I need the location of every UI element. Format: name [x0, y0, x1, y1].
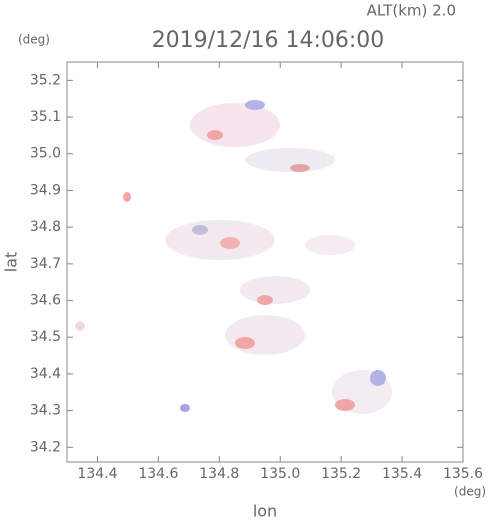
x-tick-label: 134.8	[199, 466, 239, 482]
chart-title: 2019/12/16 14:06:00	[152, 28, 385, 53]
subtitle: ALT(km) 2.0	[367, 2, 456, 20]
x-tick-label: 134.6	[138, 466, 178, 482]
y-tick-label: 35.0	[30, 146, 61, 162]
y-tick-label: 34.3	[30, 403, 61, 419]
x-label: lon	[253, 502, 277, 521]
x-tick-label: 135.4	[382, 466, 422, 482]
x-unit: (deg)	[454, 485, 486, 499]
plot-frame	[66, 61, 464, 463]
y-tick-label: 34.6	[30, 293, 61, 309]
x-tick-label: 135.6	[443, 466, 483, 482]
y-tick-label: 34.8	[30, 219, 61, 235]
y-tick-label: 34.7	[30, 256, 61, 272]
x-tick-label: 135.0	[260, 466, 300, 482]
y-tick-label: 34.4	[30, 366, 61, 382]
x-tick-label: 134.4	[77, 466, 117, 482]
echo-field	[75, 100, 392, 414]
y-unit: (deg)	[18, 33, 50, 47]
y-tick-label: 35.2	[30, 72, 61, 88]
y-label: lat	[2, 252, 21, 273]
y-tick-label: 35.1	[30, 109, 61, 125]
y-tick-label: 34.9	[30, 182, 61, 198]
x-tick-label: 135.2	[321, 466, 361, 482]
y-tick-label: 34.2	[30, 439, 61, 455]
y-tick-label: 34.5	[30, 329, 61, 345]
